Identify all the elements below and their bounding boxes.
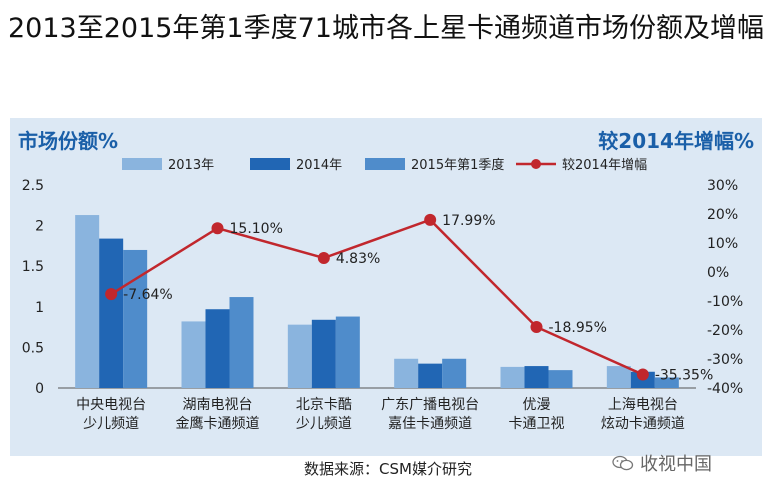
legend-line-label: 较2014年增幅: [562, 158, 647, 173]
bar-1-1: [75, 215, 100, 388]
chart-panel: 市场份额% 较2014年增幅% 2013年 2014年 2015年第1季度 较2014年增…: [10, 118, 762, 456]
growth-point-4: [424, 213, 437, 226]
growth-data-label: 4.83%: [336, 251, 380, 267]
bar-3-2: [229, 297, 254, 388]
watermark: 收视中国: [612, 450, 712, 476]
legend-swatch-1: [122, 158, 162, 170]
wechat-icon: [612, 455, 634, 471]
y-left-tick: 2: [35, 219, 44, 235]
y-left-tick: 1.5: [22, 259, 44, 275]
bar-3-5: [548, 370, 573, 388]
x-tick-label: 优漫: [523, 397, 551, 413]
growth-point-1: [105, 288, 118, 301]
bar-3-3: [335, 316, 360, 388]
legend-label-1: 2013年: [168, 158, 214, 173]
y-left-tick: 2.5: [22, 178, 44, 194]
y-right-tick: -30%: [707, 352, 743, 368]
legend-label-2: 2014年: [296, 158, 342, 173]
growth-point-5: [530, 320, 543, 333]
growth-point-3: [317, 251, 330, 264]
y-right-tick: -40%: [707, 381, 743, 397]
y-right-tick: 20%: [707, 207, 738, 223]
bar-2-4: [418, 363, 443, 388]
growth-data-label: -7.64%: [123, 287, 173, 303]
bar-3-6: [654, 377, 679, 388]
y-right-tick: -20%: [707, 323, 743, 339]
bar-2-2: [205, 309, 230, 388]
bar-1-6: [606, 366, 631, 388]
watermark-text: 收视中国: [640, 454, 712, 475]
source-note: 数据来源：CSM媒介研究: [304, 460, 472, 478]
y-right-tick: 10%: [707, 236, 738, 252]
right-axis-title: 较2014年增幅%: [598, 129, 754, 153]
x-tick-label: 中央电视台: [76, 397, 146, 413]
growth-line: [110, 218, 644, 376]
legend-swatch-3: [365, 158, 405, 170]
x-tick-label: 少儿频道: [83, 416, 139, 432]
x-tick-label: 卡通卫视: [509, 416, 565, 432]
bar-1-5: [500, 366, 525, 388]
x-tick-label: 湖南电视台: [183, 397, 253, 413]
growth-point-2: [211, 222, 224, 235]
x-tick-label: 北京卡酷: [296, 397, 352, 413]
legend-swatch-2: [250, 158, 290, 170]
x-tick-label: 金鹰卡通频道: [176, 416, 260, 432]
chart: 市场份额% 较2014年增幅% 2013年 2014年 2015年第1季度 较2014年增…: [18, 129, 754, 432]
growth-data-label: 15.10%: [230, 221, 283, 237]
page-title: 2013至2015年第1季度71城市各上星卡通频道市场份额及增幅: [8, 13, 764, 44]
left-axis-title: 市场份额%: [18, 129, 118, 153]
bar-2-5: [524, 366, 549, 388]
legend-label-3: 2015年第1季度: [411, 157, 504, 173]
bar-2-3: [311, 319, 336, 388]
x-tick-label: 少儿频道: [296, 416, 352, 432]
y-right-tick: 30%: [707, 178, 738, 194]
growth-data-label: -18.95%: [549, 320, 607, 336]
bar-1-4: [394, 358, 419, 388]
growth-point-6: [636, 368, 649, 381]
x-tick-label: 广东广播电视台: [381, 397, 479, 413]
legend-line-marker: [531, 159, 541, 169]
bar-1-2: [181, 321, 206, 388]
y-right-tick: -10%: [707, 294, 743, 310]
y-left-tick: 0.5: [22, 340, 44, 356]
bar-1-3: [287, 324, 312, 388]
y-left-tick: 1: [35, 300, 44, 316]
x-tick-label: 上海电视台: [608, 397, 678, 413]
bar-3-1: [123, 249, 148, 388]
bar-3-4: [442, 358, 467, 388]
bar-2-1: [99, 238, 124, 388]
y-left-tick: 0: [35, 381, 44, 397]
x-tick-label: 炫动卡通频道: [601, 416, 685, 432]
growth-data-label: -35.35%: [655, 368, 713, 384]
y-right-tick: 0%: [707, 265, 729, 281]
growth-data-label: 17.99%: [442, 213, 495, 229]
x-tick-label: 嘉佳卡通频道: [388, 416, 472, 432]
